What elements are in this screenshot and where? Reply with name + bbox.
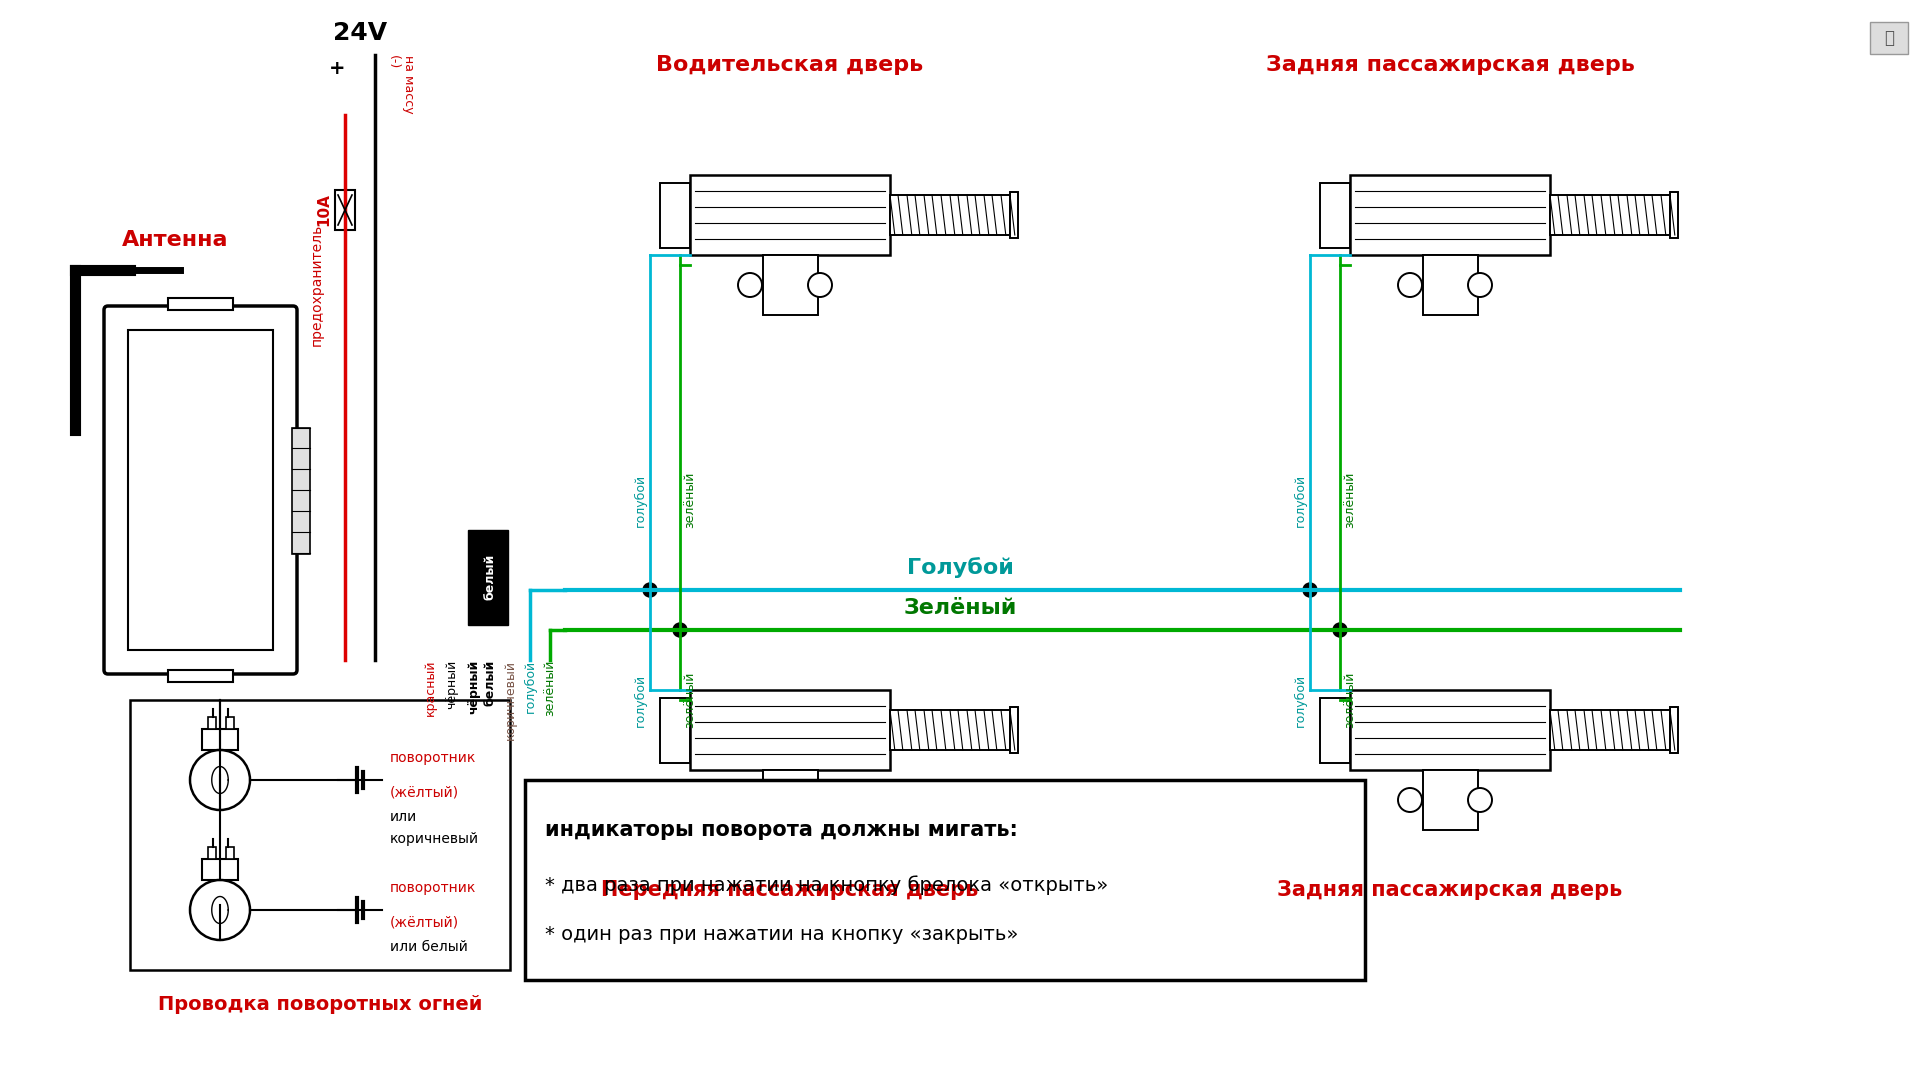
Circle shape [808, 273, 831, 297]
Text: или: или [390, 810, 417, 824]
Bar [334, 190, 355, 230]
Text: Проводка поворотных огней: Проводка поворотных огней [157, 995, 482, 1014]
Circle shape [190, 880, 250, 940]
Text: чёрный: чёрный [467, 660, 480, 714]
Bar [762, 770, 818, 831]
Text: голубой: голубой [634, 674, 647, 727]
Circle shape [737, 273, 762, 297]
Bar [227, 847, 234, 859]
Bar [468, 530, 509, 625]
Bar [1549, 710, 1670, 750]
Text: поворотник: поворотник [390, 881, 476, 895]
Bar [1549, 195, 1670, 235]
Bar [891, 195, 1010, 235]
Text: белый: белый [484, 660, 497, 706]
Text: ⛶: ⛶ [1884, 29, 1893, 48]
Text: индикаторы поворота должны мигать:: индикаторы поворота должны мигать: [545, 820, 1018, 840]
Text: зелёный: зелёный [1344, 472, 1357, 528]
Bar [1010, 192, 1018, 238]
Text: красный: красный [424, 660, 436, 716]
Bar [1321, 698, 1350, 762]
Bar [762, 255, 818, 315]
Text: голубой: голубой [1294, 473, 1306, 527]
Bar [202, 859, 238, 880]
Circle shape [1398, 273, 1423, 297]
Text: (жёлтый): (жёлтый) [390, 915, 459, 929]
Text: Задняя пассажирская дверь: Задняя пассажирская дверь [1265, 55, 1634, 75]
Text: на массу
(-): на массу (-) [388, 55, 415, 113]
Bar [227, 717, 234, 729]
Bar [524, 780, 1365, 980]
Text: голубой: голубой [634, 473, 647, 527]
Text: голубой: голубой [1294, 674, 1306, 727]
Text: Голубой: Голубой [906, 557, 1014, 578]
Text: коричневый: коричневый [503, 660, 516, 740]
Bar [689, 175, 891, 255]
Bar [169, 670, 232, 681]
Bar [202, 729, 238, 750]
Circle shape [674, 623, 687, 637]
Bar [292, 428, 309, 554]
Circle shape [1469, 788, 1492, 812]
Text: * один раз при нажатии на кнопку «закрыть»: * один раз при нажатии на кнопку «закрыт… [545, 924, 1018, 944]
Text: или белый: или белый [390, 940, 468, 954]
Text: зелёный: зелёный [1344, 672, 1357, 728]
Bar [689, 690, 891, 770]
Bar [1423, 255, 1478, 315]
Text: зелёный: зелёный [543, 660, 557, 716]
Text: зелёный: зелёный [684, 472, 697, 528]
Bar [660, 698, 689, 762]
Bar [1010, 707, 1018, 753]
Circle shape [737, 788, 762, 812]
Text: 10А: 10А [317, 193, 330, 227]
Bar [891, 710, 1010, 750]
Bar [129, 330, 273, 650]
Circle shape [1332, 623, 1348, 637]
Text: чёрный: чёрный [445, 660, 459, 710]
Text: (жёлтый): (жёлтый) [390, 785, 459, 799]
Text: Передняя пассажирская дверь: Передняя пассажирская дверь [601, 880, 979, 900]
Bar [1350, 175, 1549, 255]
Bar [1350, 690, 1549, 770]
Text: белый: белый [484, 554, 497, 600]
Circle shape [1304, 583, 1317, 597]
Bar [131, 700, 511, 970]
Bar [660, 183, 689, 248]
Text: Водительская дверь: Водительская дверь [657, 55, 924, 75]
Text: +: + [328, 58, 346, 78]
Bar [207, 717, 215, 729]
FancyBboxPatch shape [104, 306, 298, 674]
Text: * два раза при нажатии на кнопку брелока «открыть»: * два раза при нажатии на кнопку брелока… [545, 875, 1108, 894]
Circle shape [1469, 273, 1492, 297]
Text: поворотник: поворотник [390, 751, 476, 765]
Circle shape [190, 750, 250, 810]
Text: зелёный: зелёный [684, 672, 697, 728]
Bar [1670, 192, 1678, 238]
Text: предохранитель: предохранитель [309, 224, 324, 346]
Bar [1423, 770, 1478, 831]
Bar [1321, 183, 1350, 248]
Circle shape [643, 583, 657, 597]
Text: Задняя пассажирская дверь: Задняя пассажирская дверь [1277, 880, 1622, 900]
Text: голубой: голубой [524, 660, 536, 713]
Circle shape [1398, 788, 1423, 812]
Text: 24V: 24V [332, 21, 388, 45]
Bar [1870, 22, 1908, 54]
Bar [169, 298, 232, 310]
Text: коричневый: коричневый [390, 832, 480, 846]
Bar [207, 847, 215, 859]
Bar [1670, 707, 1678, 753]
Circle shape [808, 788, 831, 812]
Text: Антенна: Антенна [121, 230, 228, 249]
Text: Зелёный: Зелёный [902, 598, 1018, 618]
